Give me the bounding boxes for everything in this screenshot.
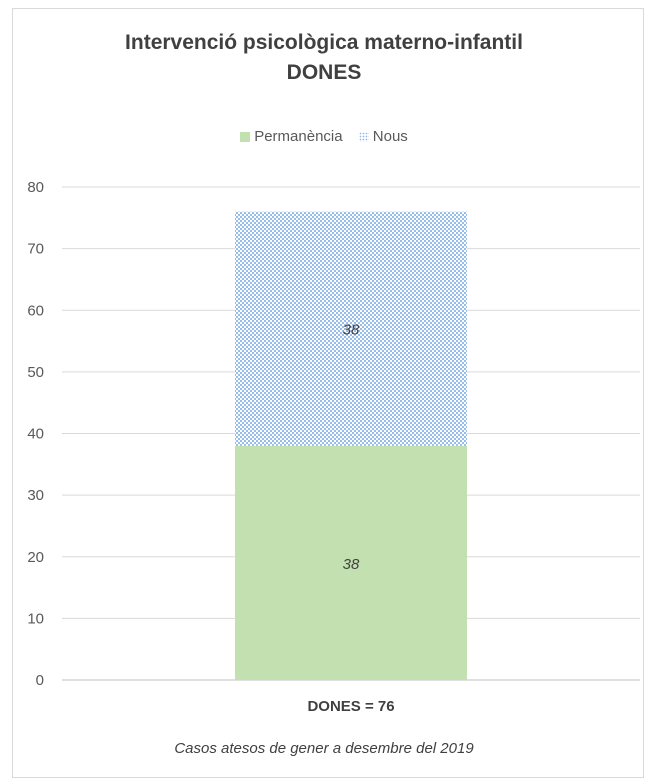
chart-title-line-2: DONES [286, 61, 362, 84]
data-label-nous: 38 [343, 322, 360, 339]
legend-swatch-nous [358, 131, 369, 142]
y-tick-label-20: 20 [27, 549, 44, 566]
x-category-label: DONES = 76 [307, 698, 394, 715]
chart-title-line-1: Intervenció psicològica materno-infantil [125, 31, 523, 54]
chart-legend: Permanència Nous [0, 128, 648, 146]
data-label-permanència: 38 [343, 556, 360, 573]
legend-item-permanencia: Permanència [240, 128, 343, 145]
y-tick-label-50: 50 [27, 364, 44, 381]
y-tick-label-70: 70 [27, 241, 44, 258]
chart-footnote: Casos atesos de gener a desembre del 201… [174, 740, 474, 757]
chart-title: Intervenció psicològica materno-infantil… [0, 28, 648, 88]
y-tick-label-60: 60 [27, 302, 44, 319]
y-tick-label-80: 80 [27, 179, 44, 196]
y-tick-label-0: 0 [36, 672, 44, 689]
bar-segment-permanència [235, 445, 467, 680]
y-tick-label-40: 40 [27, 426, 44, 443]
legend-label-permanencia: Permanència [254, 128, 343, 145]
y-tick-label-30: 30 [27, 487, 44, 504]
legend-label-nous: Nous [372, 128, 408, 145]
bar-segment-nous [235, 211, 467, 446]
legend-item-nous: Nous [358, 128, 408, 145]
legend-swatch-permanencia [240, 131, 251, 142]
y-tick-label-10: 10 [27, 610, 44, 627]
